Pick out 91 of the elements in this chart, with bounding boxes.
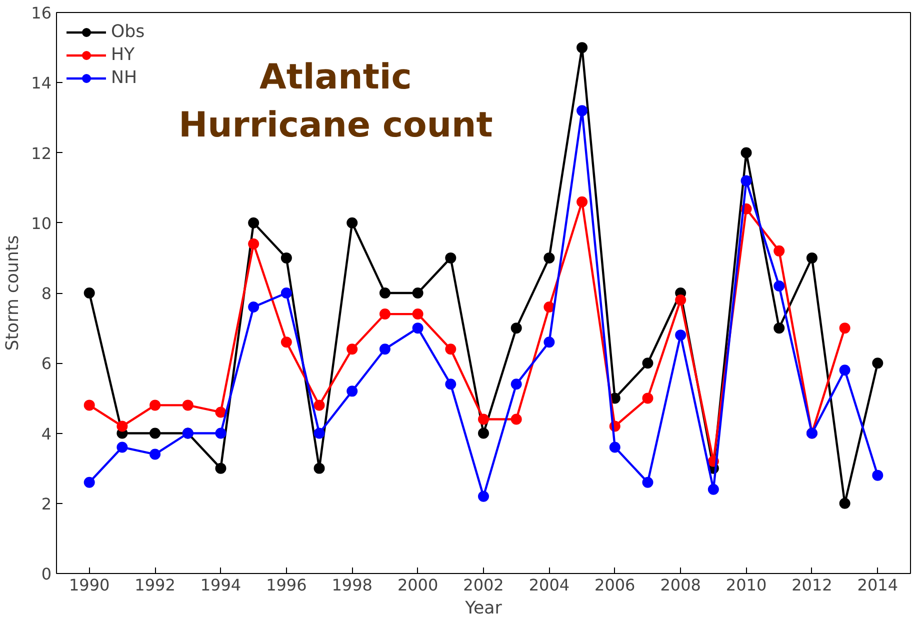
point: [544, 302, 555, 313]
point: [740, 175, 752, 186]
point: [609, 442, 620, 453]
point: [642, 476, 654, 488]
y-tick-label: 6: [41, 354, 52, 374]
x-tick-label: 2010: [726, 576, 767, 594]
point: [806, 252, 818, 264]
point: [84, 476, 95, 488]
point: [839, 364, 850, 376]
point: [314, 400, 325, 411]
point: [84, 288, 95, 298]
point: [675, 330, 686, 341]
point: [412, 308, 424, 320]
point: [839, 322, 850, 334]
point: [708, 484, 719, 495]
point: [280, 288, 292, 298]
point: [84, 400, 95, 411]
x-tick-label: 1992: [134, 576, 176, 594]
point: [510, 322, 522, 334]
x-tick-label: 1998: [332, 576, 372, 594]
point: [412, 288, 424, 298]
point: [412, 322, 424, 334]
legend-label: HY: [111, 45, 135, 65]
point: [280, 336, 292, 348]
y-tick-label: 8: [41, 284, 52, 303]
point: [314, 462, 325, 474]
y-tick-label: 2: [41, 494, 52, 514]
point: [116, 442, 128, 453]
x-tick-label: 2014: [857, 576, 898, 594]
legend-label: Obs: [111, 22, 145, 42]
point: [346, 386, 358, 397]
y-tick-label: 10: [31, 214, 52, 233]
point: [215, 428, 226, 439]
point: [576, 105, 588, 116]
point: [379, 344, 390, 355]
point: [478, 414, 489, 425]
x-tick-label: 1994: [200, 576, 242, 594]
x-tick-label: 2004: [528, 576, 570, 594]
x-tick-label: 1996: [266, 576, 307, 594]
y-tick-label: 12: [31, 144, 52, 163]
point: [379, 288, 390, 298]
point: [872, 358, 884, 369]
x-axis-title: Year: [464, 598, 503, 618]
point: [215, 406, 226, 418]
point: [544, 252, 555, 264]
point: [150, 400, 161, 411]
point: [445, 378, 456, 390]
point: [379, 308, 390, 320]
point: [544, 336, 555, 348]
x-tick-label: 2008: [660, 576, 701, 594]
point: [510, 414, 522, 425]
point: [116, 420, 128, 432]
point: [248, 238, 260, 250]
point: [280, 252, 292, 264]
point: [346, 344, 358, 355]
x-tick-label: 2002: [463, 576, 504, 594]
y-tick-label: 0: [41, 564, 52, 584]
point: [314, 428, 325, 439]
point: [642, 358, 654, 369]
point: [774, 245, 785, 256]
point: [576, 42, 588, 54]
point: [150, 448, 161, 460]
point: [740, 147, 752, 158]
point: [576, 196, 588, 208]
y-axis-title: Storm counts: [3, 235, 24, 351]
point: [478, 428, 489, 439]
point: [248, 217, 260, 228]
point: [642, 392, 654, 404]
x-tick-label: 2006: [594, 576, 636, 594]
point: [182, 400, 194, 411]
x-tick-label: 2012: [792, 576, 832, 594]
point: [478, 490, 489, 502]
point: [445, 344, 456, 355]
legend-label: NH: [111, 68, 137, 88]
point: [215, 462, 226, 474]
text: Atlantic Hurricane count: [178, 58, 493, 146]
y-tick-label: 16: [31, 4, 52, 22]
point: [839, 498, 850, 509]
point: [774, 322, 785, 334]
point: [774, 280, 785, 292]
x-tick-label: 2000: [397, 576, 438, 594]
point: [346, 217, 358, 228]
point: [445, 252, 456, 264]
point: [675, 294, 686, 306]
point: [872, 470, 884, 481]
point: [248, 302, 260, 313]
point: [510, 378, 522, 390]
point: [150, 428, 161, 439]
y-tick-label: 4: [41, 424, 52, 444]
y-tick-label: 14: [31, 74, 52, 93]
x-tick-label: 1990: [68, 576, 110, 594]
